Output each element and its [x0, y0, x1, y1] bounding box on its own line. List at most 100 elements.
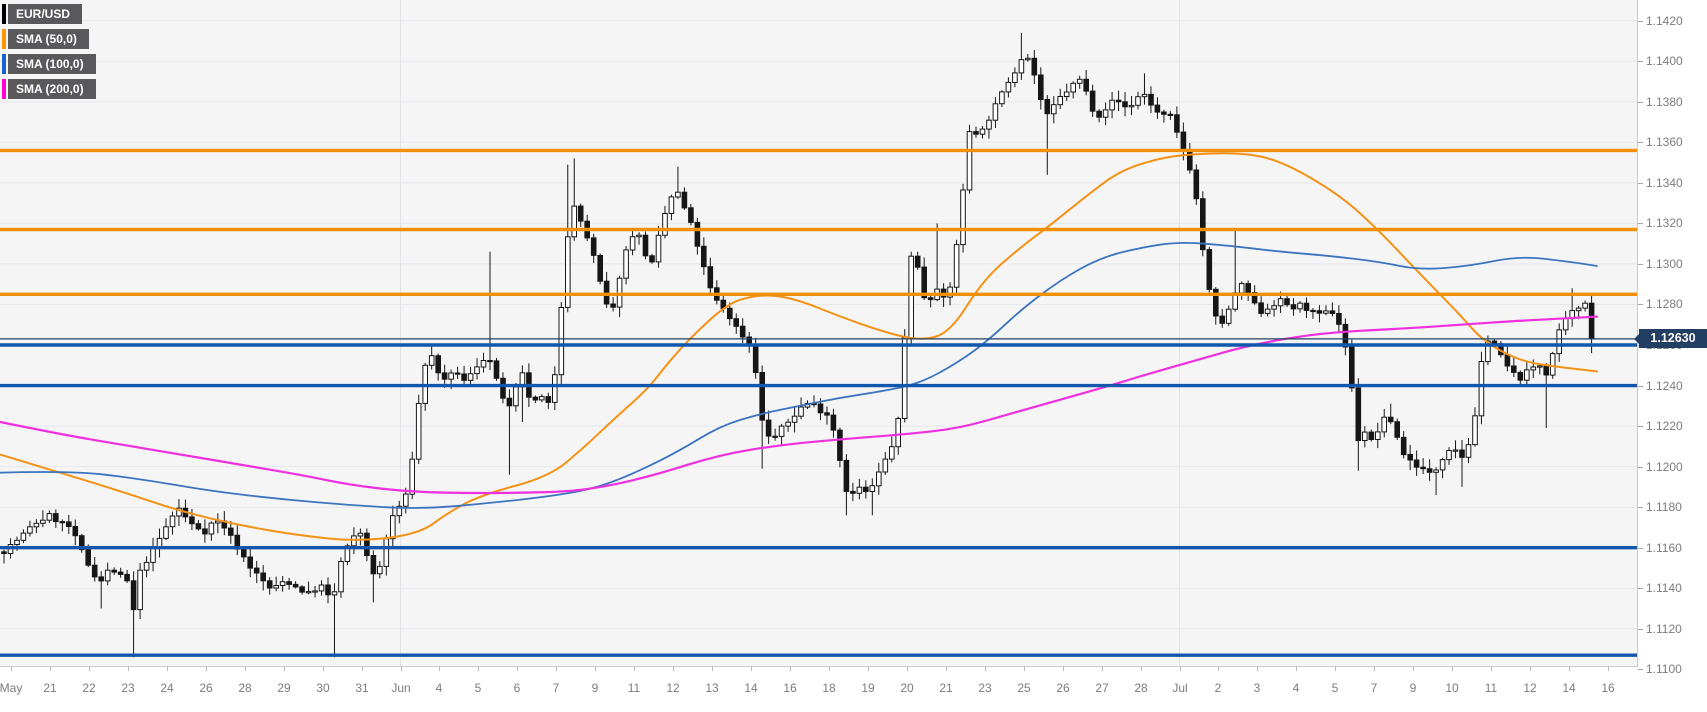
x-axis-label: 16	[783, 681, 797, 695]
x-axis-tick	[401, 667, 402, 671]
x-axis-label: 16	[1601, 681, 1615, 695]
x-axis-label: May	[0, 681, 23, 695]
x-axis-tick	[1413, 667, 1414, 671]
x-axis-label: 12	[1523, 681, 1537, 695]
y-axis-tick	[1638, 426, 1643, 427]
x-axis-tick	[478, 667, 479, 671]
x-axis-tick	[712, 667, 713, 671]
x-axis-label: 7	[1370, 681, 1378, 695]
legend-item-eurusd[interactable]: EUR/USD	[2, 4, 96, 24]
legend-color-strip	[2, 4, 6, 24]
x-axis-tick	[323, 667, 324, 671]
x-axis-tick	[362, 667, 363, 671]
x-axis-tick	[868, 667, 869, 671]
x-axis-label: 14	[1562, 681, 1576, 695]
x-axis-label: 6	[513, 681, 521, 695]
y-axis-label: 1.1360	[1646, 135, 1683, 149]
y-axis-label: 1.1420	[1646, 14, 1683, 28]
y-axis-label: 1.1180	[1646, 500, 1682, 514]
y-axis-tick	[1638, 142, 1643, 143]
y-axis-label: 1.1100	[1646, 662, 1682, 676]
x-axis-tick	[439, 667, 440, 671]
x-axis-label: 23	[978, 681, 992, 695]
x-axis-tick	[1180, 667, 1181, 671]
x-axis-label: 19	[861, 681, 875, 695]
x-axis-label: 28	[238, 681, 252, 695]
legend-item-label: SMA (200,0)	[8, 79, 96, 99]
x-axis-tick	[245, 667, 246, 671]
price-chart[interactable]	[0, 0, 1637, 666]
x-axis-tick	[556, 667, 557, 671]
candlestick-series	[1, 32, 1595, 658]
x-axis-tick	[829, 667, 830, 671]
x-axis-tick	[907, 667, 908, 671]
x-axis-label: 22	[82, 681, 96, 695]
x-axis-tick	[1218, 667, 1219, 671]
x-axis-label: 31	[355, 681, 369, 695]
legend-item-label: EUR/USD	[8, 4, 83, 24]
y-axis-tick	[1638, 507, 1643, 508]
y-axis-tick	[1638, 223, 1643, 224]
y-axis-tick	[1638, 102, 1643, 103]
chart-legend: EUR/USD SMA (50,0) SMA (100,0) SMA (200,…	[2, 4, 96, 104]
x-axis-tick	[673, 667, 674, 671]
x-axis-label: 10	[1445, 681, 1459, 695]
x-axis-tick	[1024, 667, 1025, 671]
y-axis-label: 1.1400	[1646, 54, 1683, 68]
x-axis-tick	[284, 667, 285, 671]
x-axis-label: 18	[822, 681, 836, 695]
x-axis-tick	[1530, 667, 1531, 671]
x-axis-label: 28	[1134, 681, 1148, 695]
legend-item-sma-50[interactable]: SMA (50,0)	[2, 29, 96, 49]
x-axis-tick	[50, 667, 51, 671]
chart-plot-area[interactable]	[0, 0, 1638, 667]
x-axis-label: 4	[1292, 681, 1300, 695]
x-axis-label: 9	[1409, 681, 1417, 695]
y-axis-label: 1.1140	[1646, 581, 1682, 595]
last-price-badge: 1.12630	[1634, 329, 1707, 348]
x-axis-label: 21	[43, 681, 57, 695]
x-axis-tick	[634, 667, 635, 671]
x-axis-tick	[790, 667, 791, 671]
x-axis-tick	[1296, 667, 1297, 671]
y-axis-tick	[1638, 304, 1643, 305]
legend-item-sma-100[interactable]: SMA (100,0)	[2, 54, 96, 74]
y-axis-tick	[1638, 467, 1643, 468]
x-axis-tick	[517, 667, 518, 671]
legend-item-sma-200[interactable]: SMA (200,0)	[2, 79, 96, 99]
x-axis-label: 12	[666, 681, 680, 695]
x-axis-label: 25	[1017, 681, 1031, 695]
y-axis-label: 1.1240	[1646, 379, 1683, 393]
x-axis-tick	[1335, 667, 1336, 671]
x-axis-tick	[11, 667, 12, 671]
y-axis-tick	[1638, 21, 1643, 22]
x-axis-tick	[89, 667, 90, 671]
y-axis-tick	[1638, 386, 1643, 387]
x-axis-tick	[1374, 667, 1375, 671]
legend-color-strip	[2, 54, 6, 74]
x-axis-label: 23	[121, 681, 135, 695]
y-axis-tick	[1638, 669, 1643, 670]
x-axis-label: 26	[199, 681, 213, 695]
x-axis-tick	[946, 667, 947, 671]
x-axis-label: 9	[591, 681, 599, 695]
x-axis-label: 11	[1484, 681, 1498, 695]
y-axis-label: 1.1300	[1646, 257, 1683, 271]
y-axis-tick	[1638, 588, 1643, 589]
x-axis-label: 26	[1056, 681, 1070, 695]
y-axis-tick	[1638, 61, 1643, 62]
x-axis-label: 29	[277, 681, 291, 695]
gridlines	[0, 0, 1637, 666]
x-axis-label: Jul	[1172, 681, 1188, 695]
x-axis-label: 14	[744, 681, 758, 695]
y-axis-label: 1.1280	[1646, 297, 1683, 311]
x-axis-label: 7	[552, 681, 560, 695]
x-axis-label: 5	[1331, 681, 1339, 695]
x-axis-tick	[1452, 667, 1453, 671]
x-axis-label: 2	[1214, 681, 1222, 695]
x-axis-tick	[985, 667, 986, 671]
x-axis-label: 3	[1253, 681, 1261, 695]
y-axis-label: 1.1220	[1646, 419, 1683, 433]
x-axis-label: 4	[435, 681, 443, 695]
